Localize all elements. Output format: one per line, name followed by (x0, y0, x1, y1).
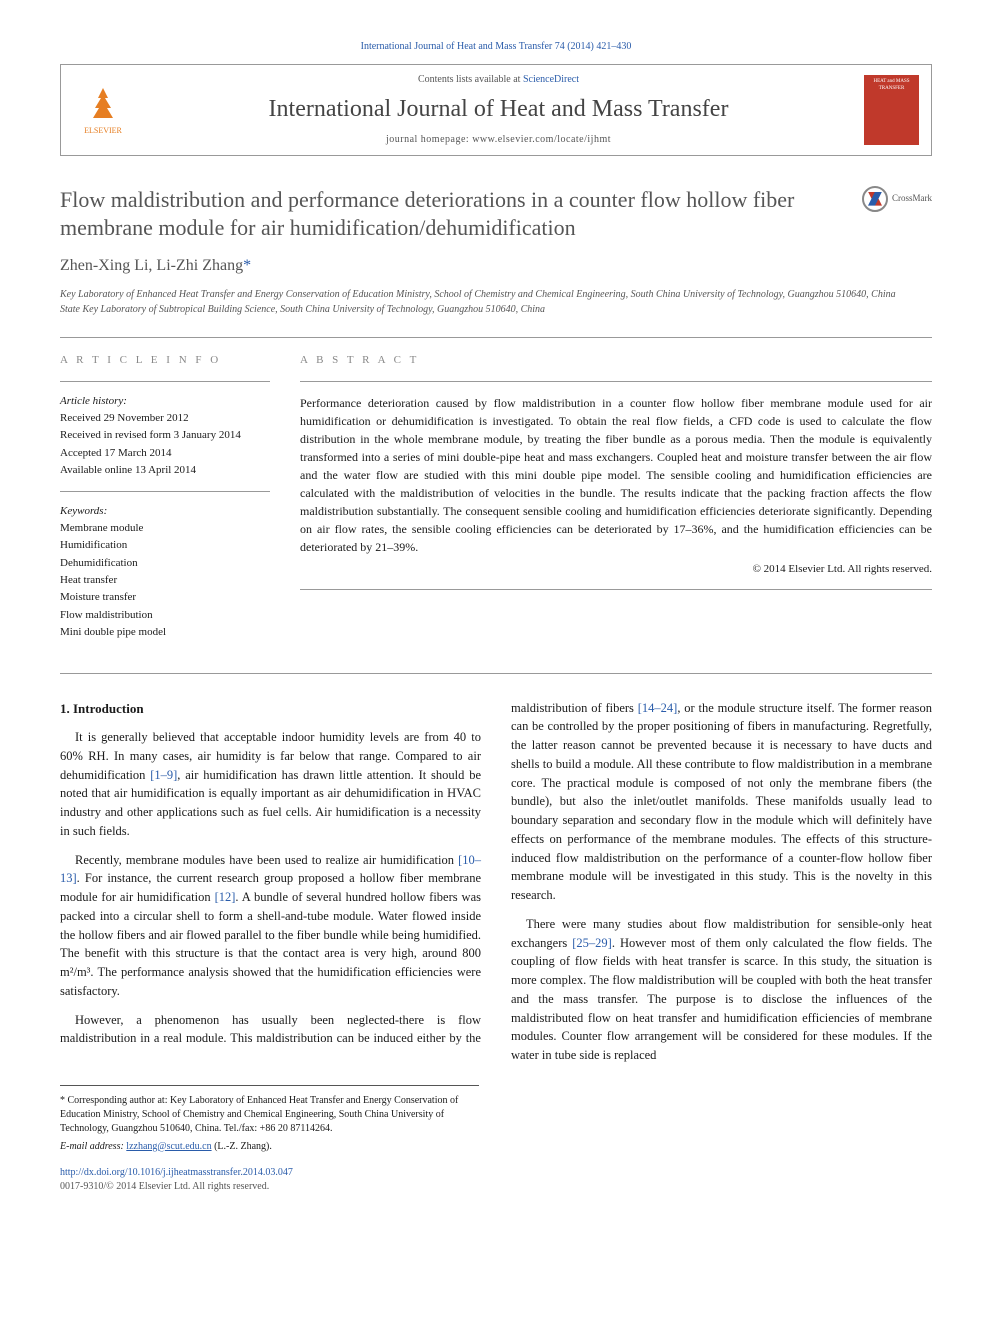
article-title: Flow maldistribution and performance det… (60, 186, 862, 243)
history-label: Article history: (60, 394, 270, 409)
elsevier-label: ELSEVIER (73, 125, 133, 136)
elsevier-tree-icon (83, 83, 123, 123)
abstract-heading: A B S T R A C T (300, 353, 932, 368)
abstract-copyright: © 2014 Elsevier Ltd. All rights reserved… (300, 562, 932, 577)
divider-mid (60, 673, 932, 674)
elsevier-logo: ELSEVIER (73, 83, 133, 136)
body-columns: 1. Introduction It is generally believed… (60, 699, 932, 1065)
ref-link[interactable]: [25–29] (572, 936, 612, 950)
footnote-box: * Corresponding author at: Key Laborator… (60, 1085, 479, 1154)
issn-line: 0017-9310/© 2014 Elsevier Ltd. All right… (60, 1180, 932, 1194)
crossmark-icon (862, 186, 888, 212)
journal-header: ELSEVIER Contents lists available at Sci… (60, 64, 932, 156)
ref-link[interactable]: [12] (215, 890, 236, 904)
abstract-text: Performance deterioration caused by flow… (300, 394, 932, 556)
article-info-panel: A R T I C L E I N F O Article history: R… (60, 353, 270, 642)
history-online: Available online 13 April 2014 (60, 463, 270, 478)
doi-link[interactable]: http://dx.doi.org/10.1016/j.ijheatmasstr… (60, 1166, 932, 1180)
keyword: Mini double pipe model (60, 625, 270, 640)
crossmark-label: CrossMark (892, 192, 932, 205)
keywords-label: Keywords: (60, 504, 270, 519)
keyword: Dehumidification (60, 556, 270, 571)
email-label: E-mail address: (60, 1141, 126, 1152)
article-info-heading: A R T I C L E I N F O (60, 353, 270, 368)
ref-link[interactable]: [14–24] (638, 701, 678, 715)
email-suffix: (L.-Z. Zhang). (212, 1141, 272, 1152)
keyword: Heat transfer (60, 573, 270, 588)
corresponding-marker: * (243, 257, 251, 274)
keyword: Moisture transfer (60, 590, 270, 605)
section-1-heading: 1. Introduction (60, 699, 481, 719)
journal-home-url[interactable]: www.elsevier.com/locate/ijhmt (472, 134, 611, 145)
affiliation-2: State Key Laboratory of Subtropical Buil… (60, 302, 932, 317)
history-revised: Received in revised form 3 January 2014 (60, 428, 270, 443)
intro-p1: It is generally believed that acceptable… (60, 728, 481, 841)
corresponding-email[interactable]: lzzhang@scut.edu.cn (126, 1141, 211, 1152)
affiliations: Key Laboratory of Enhanced Heat Transfer… (60, 287, 932, 317)
abstract-panel: A B S T R A C T Performance deterioratio… (300, 353, 932, 642)
history-received: Received 29 November 2012 (60, 411, 270, 426)
journal-name: International Journal of Heat and Mass T… (133, 93, 864, 127)
history-accepted: Accepted 17 March 2014 (60, 446, 270, 461)
intro-p4: There were many studies about flow maldi… (511, 915, 932, 1065)
sciencedirect-link[interactable]: ScienceDirect (523, 74, 579, 85)
keyword: Membrane module (60, 521, 270, 536)
divider-top (60, 337, 932, 338)
crossmark-badge[interactable]: CrossMark (862, 186, 932, 212)
contents-available: Contents lists available at ScienceDirec… (133, 73, 864, 87)
keyword: Humidification (60, 538, 270, 553)
journal-cover-thumb: HEAT and MASS TRANSFER (864, 75, 919, 145)
citation-line: International Journal of Heat and Mass T… (60, 40, 932, 54)
authors-line: Zhen-Xing Li, Li-Zhi Zhang* (60, 255, 932, 277)
corresponding-note: * Corresponding author at: Key Laborator… (60, 1094, 479, 1136)
ref-link[interactable]: [1–9] (150, 768, 177, 782)
affiliation-1: Key Laboratory of Enhanced Heat Transfer… (60, 287, 932, 302)
keyword: Flow maldistribution (60, 608, 270, 623)
journal-homepage: journal homepage: www.elsevier.com/locat… (133, 133, 864, 147)
intro-p2: Recently, membrane modules have been use… (60, 851, 481, 1001)
ref-link[interactable]: [10–13] (60, 853, 481, 886)
